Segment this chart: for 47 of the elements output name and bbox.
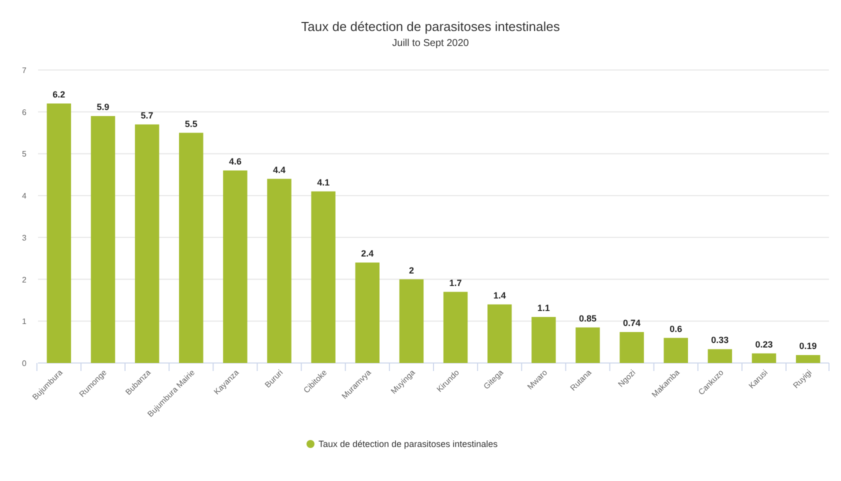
data-label: 4.6 — [228, 156, 242, 166]
bar — [267, 178, 292, 363]
data-label: 5.7 — [140, 110, 154, 120]
y-tick-label: 1 — [22, 317, 27, 326]
data-label: 4.4 — [273, 164, 286, 175]
legend-label: Taux de détection de parasitoses intestinales — [318, 439, 498, 449]
y-tick-label: 4 — [22, 192, 27, 201]
bar — [708, 349, 732, 363]
bar — [179, 132, 204, 363]
bar — [576, 327, 600, 363]
data-label: 0.74 — [623, 318, 641, 328]
data-label: 4.1 — [317, 177, 330, 188]
bar — [664, 338, 688, 363]
data-label: 2.4 — [361, 248, 374, 259]
bar — [223, 170, 248, 363]
bar — [532, 316, 556, 363]
y-tick-label: 5 — [22, 150, 27, 159]
y-tick-label: 6 — [22, 108, 27, 117]
data-label: 0.85 — [578, 313, 596, 324]
data-label: 1.7 — [449, 278, 462, 288]
data-label: 6.2 — [52, 89, 66, 100]
bar — [752, 353, 776, 363]
data-label: 0.19 — [799, 341, 817, 352]
bar — [90, 116, 116, 363]
bar — [46, 103, 72, 363]
y-tick-label: 0 — [22, 359, 27, 368]
chart-title: Taux de détection de parasitoses intestinales — [301, 19, 560, 34]
bar — [311, 191, 336, 363]
data-label: 1.1 — [537, 302, 550, 313]
bar — [620, 332, 644, 363]
data-label: 1.4 — [493, 290, 506, 300]
y-tick-label: 3 — [22, 233, 27, 242]
data-label: 0.23 — [755, 339, 773, 350]
data-label: 5.5 — [184, 118, 198, 129]
bar — [443, 292, 468, 363]
bar — [399, 279, 424, 363]
data-label: 0.33 — [711, 335, 729, 346]
chart-subtitle: Juill to Sept 2020 — [392, 38, 470, 49]
data-label: 2 — [408, 265, 414, 276]
y-tick-label: 2 — [22, 275, 27, 284]
data-label: 5.9 — [96, 102, 110, 112]
bar — [134, 124, 160, 363]
bar — [487, 304, 512, 363]
bar — [355, 262, 380, 363]
data-label: 0.6 — [670, 324, 682, 334]
y-tick-label: 7 — [22, 66, 27, 75]
bar — [796, 355, 820, 363]
